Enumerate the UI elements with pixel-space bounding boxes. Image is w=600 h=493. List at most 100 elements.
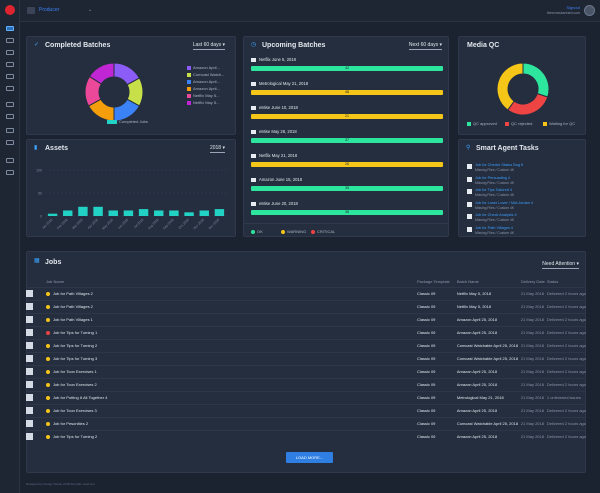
- batches-icon[interactable]: [6, 38, 14, 43]
- task-title[interactable]: Job for Loser Lover / Mid-Jordan 4: [475, 200, 534, 205]
- asset-bar[interactable]: [138, 209, 149, 216]
- job-date-cell: 21 May 2018: [520, 351, 547, 365]
- col-job-name[interactable]: Job Name: [45, 279, 65, 285]
- wave-icon[interactable]: [6, 158, 14, 163]
- task-title[interactable]: Job for Checks Status Bug 8: [475, 163, 524, 167]
- asset-bar[interactable]: [47, 213, 58, 216]
- asset-bar[interactable]: [214, 209, 225, 216]
- batch-progress-value: 26: [345, 162, 349, 166]
- load-more-button[interactable]: LOAD MORE...: [286, 452, 333, 463]
- list-icon[interactable]: [6, 86, 14, 91]
- assets-year-dropdown[interactable]: 2018 ▾: [209, 145, 225, 153]
- col-package-template[interactable]: Package Template: [416, 279, 450, 285]
- donut-slice[interactable]: [522, 62, 550, 98]
- table-row[interactable]: Job for Tips for Turning 3 Classic 09 Comc…: [26, 351, 586, 365]
- batch-item[interactable]: eMise June 10, 2018: [251, 105, 298, 110]
- job-thumbnail: [26, 355, 33, 362]
- table-row[interactable]: Job for Putting It All Together 4 Classic…: [26, 390, 586, 404]
- avatar[interactable]: [584, 5, 595, 16]
- signout-link[interactable]: Signout: [566, 5, 580, 10]
- legend-label: Amazon April...: [193, 65, 220, 70]
- asset-bar[interactable]: [184, 212, 194, 216]
- job-name[interactable]: Job for Path Villages 2: [52, 304, 93, 309]
- user-icon[interactable]: [6, 128, 14, 133]
- job-status-cell: 1 unfinished issues: [546, 390, 586, 404]
- asset-bar[interactable]: [123, 210, 134, 216]
- task-item[interactable]: Job for Tips Tailored 4 Missing Files / C…: [467, 187, 587, 200]
- task-item[interactable]: Job for Loser Lover / Mid-Jordan 4 Missin…: [467, 200, 587, 213]
- job-name[interactable]: Job for Putting It All Together 4: [52, 395, 108, 400]
- job-name[interactable]: Job for Toon Exercises 1: [52, 369, 97, 374]
- task-title[interactable]: Job for Check Analysis 4: [475, 213, 517, 217]
- job-status-cell: Delivered 2 hours ago: [546, 429, 586, 443]
- table-row[interactable]: Job for Tips for Turning 2 Classic 09 Amaz…: [26, 429, 586, 443]
- asset-bar[interactable]: [93, 206, 103, 216]
- table-row[interactable]: Job for Tips for Turning 1 Classic 09 Amaz…: [26, 325, 586, 339]
- job-name[interactable]: Job for Tips for Turning 2: [52, 343, 98, 348]
- batch-item[interactable]: eMise May 28, 2018: [251, 129, 297, 134]
- batch-item[interactable]: Metrological May 21, 2018: [251, 81, 308, 86]
- asset-bar[interactable]: [63, 210, 73, 216]
- jobs-filter-dropdown[interactable]: Need Attention ▾: [542, 261, 579, 269]
- task-item[interactable]: Job for Checks Status Bug 8 Missing Files…: [467, 162, 587, 175]
- monitor-icon[interactable]: [6, 102, 14, 107]
- calendar-icon[interactable]: [6, 62, 14, 67]
- upcoming-range-dropdown[interactable]: Next 60 days ▾: [408, 42, 442, 50]
- table-row[interactable]: Job for Toon Exercises 1 Classic 09 Amazon…: [26, 364, 586, 378]
- table-row[interactable]: Job for Toon Exercises 3 Classic 09 Amazon…: [26, 403, 586, 417]
- batch-item[interactable]: Netflix June 5, 2018: [251, 57, 296, 62]
- task-title[interactable]: Job for Persuading 4: [475, 175, 511, 180]
- col-status[interactable]: Status: [546, 279, 559, 285]
- job-name[interactable]: Job for Path Villages 2: [52, 291, 93, 296]
- job-name[interactable]: Job for Tips for Turning 1: [52, 330, 98, 335]
- batch-progress-value: 37: [345, 138, 349, 142]
- table-row[interactable]: Job for Path Villages 1 Classic 09 Amazon …: [26, 312, 586, 326]
- batch-item[interactable]: Netflix May 21, 2018: [251, 153, 297, 158]
- job-name[interactable]: Job for Toon Exercises 2: [52, 382, 97, 387]
- settings-icon[interactable]: [6, 114, 14, 119]
- col-batch-name[interactable]: Batch Name: [456, 279, 479, 285]
- job-tpl-cell: Classic 09: [416, 403, 457, 417]
- folder-icon[interactable]: [6, 74, 14, 79]
- asset-bar[interactable]: [78, 206, 88, 216]
- dashboard-icon[interactable]: [6, 26, 14, 31]
- app-logo[interactable]: [5, 5, 15, 15]
- job-name[interactable]: Job for Pesonities 2: [52, 421, 89, 426]
- table-row[interactable]: Job for Path Villages 2 Classic 09 Netflix…: [26, 286, 586, 300]
- legend-swatch: [187, 93, 191, 98]
- job-name-cell: Job for Path Villages 1: [45, 312, 417, 326]
- job-name[interactable]: Job for Path Villages 1: [52, 317, 93, 322]
- donut-slice[interactable]: [496, 62, 524, 111]
- task-item[interactable]: Job for Persuading 4 Missing Files / Cust…: [467, 175, 587, 188]
- y-tick-label: 100: [36, 169, 42, 173]
- asset-bar[interactable]: [154, 210, 164, 216]
- job-name[interactable]: Job for Tips for Turning 3: [52, 356, 98, 361]
- asset-bar[interactable]: [108, 210, 118, 216]
- donut-slice[interactable]: [88, 62, 115, 85]
- table-row[interactable]: Job for Pesonities 2 Classic 09 Comcast Wa…: [26, 416, 586, 430]
- app-title[interactable]: Producer: [39, 7, 60, 13]
- donut-slice[interactable]: [507, 93, 549, 116]
- media-icon[interactable]: [6, 50, 14, 55]
- chevron-down-icon[interactable]: ⌄: [88, 7, 93, 13]
- table-row[interactable]: Job for Path Villages 2 Classic 09 Netflix…: [26, 299, 586, 313]
- chart-icon[interactable]: [6, 140, 14, 145]
- asset-bar[interactable]: [199, 210, 209, 216]
- legend-item: Amazon April...: [187, 79, 220, 84]
- task-item[interactable]: Job for Path Villages 4 Missing Files / C…: [467, 225, 587, 238]
- batch-item[interactable]: eMise June 20, 2018: [251, 201, 298, 206]
- batch-item[interactable]: Amazon June 15, 2018: [251, 177, 302, 182]
- batch-progress-bar: 26: [251, 162, 443, 167]
- job-status-cell: Delivered 2 hours ago: [546, 338, 586, 352]
- task-title[interactable]: Job for Tips Tailored 4: [475, 188, 513, 192]
- col-delivery-date[interactable]: Delivery Date: [520, 279, 545, 285]
- chat-icon[interactable]: [6, 170, 14, 175]
- task-title[interactable]: Job for Path Villages 4: [475, 225, 513, 230]
- table-row[interactable]: Job for Tips for Turning 2 Classic 09 Comc…: [26, 338, 586, 352]
- job-name[interactable]: Job for Toon Exercises 3: [52, 408, 97, 413]
- job-name[interactable]: Job for Tips for Turning 2: [52, 434, 98, 440]
- completed-range-dropdown[interactable]: Last 60 days ▾: [192, 42, 225, 50]
- asset-bar[interactable]: [169, 210, 179, 216]
- task-item[interactable]: Job for Check Analysis 4 Missing Files / …: [467, 212, 587, 225]
- table-row[interactable]: Job for Toon Exercises 2 Classic 09 Amazon…: [26, 377, 586, 391]
